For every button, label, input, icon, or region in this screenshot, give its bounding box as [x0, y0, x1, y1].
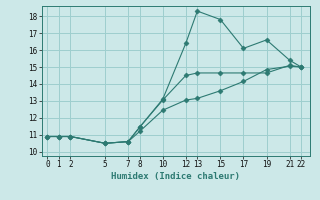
X-axis label: Humidex (Indice chaleur): Humidex (Indice chaleur): [111, 172, 241, 181]
